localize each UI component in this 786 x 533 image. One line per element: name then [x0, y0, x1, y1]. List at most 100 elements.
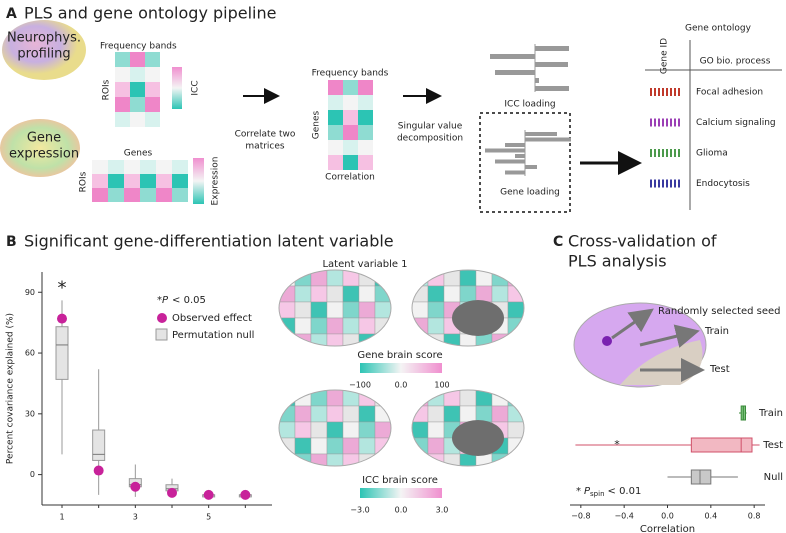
null-box — [92, 429, 106, 461]
brain-patch — [374, 301, 391, 319]
label: expression — [9, 147, 79, 162]
label: Frequency bands — [312, 69, 389, 79]
brain-patch — [412, 301, 429, 319]
label: Test — [709, 364, 730, 375]
note-part: * — [576, 486, 581, 497]
brain-patch — [412, 333, 429, 346]
brain-patch — [310, 333, 328, 346]
x-tick-label: −0.8 — [571, 512, 590, 521]
label: ICC brain score — [362, 475, 438, 486]
matrix-cell — [92, 188, 108, 202]
brain-patch — [342, 333, 360, 346]
label: Gene loading — [500, 188, 560, 198]
label: 0.0 — [395, 506, 408, 515]
label: Randomly selected seed — [658, 306, 781, 317]
brain-patch — [475, 453, 493, 466]
brain-patch — [507, 301, 524, 319]
brain-patch — [358, 301, 376, 319]
matrix-cell — [358, 140, 373, 155]
label: Gene ID — [660, 38, 670, 74]
loading-bar — [535, 62, 568, 67]
brain-map — [411, 269, 525, 347]
brain-patch — [507, 421, 524, 439]
matrix-cell — [328, 80, 343, 95]
label: 0.0 — [395, 381, 408, 390]
matrix-cell — [115, 82, 130, 97]
label: Genes — [124, 149, 153, 159]
brain-patch — [279, 333, 296, 346]
brain-patch — [279, 301, 296, 319]
brain-map — [411, 389, 525, 467]
content: A PLS and gene ontology pipeline Neurophys… — [0, 4, 783, 533]
matrix-cell — [343, 125, 358, 140]
matrix-cell — [145, 52, 160, 67]
label: Percent covariance explained (%) — [6, 313, 16, 464]
brain-patch — [475, 405, 493, 423]
brain-patch — [326, 453, 344, 466]
brain-patch — [342, 405, 360, 423]
label: Gene ontology — [685, 24, 752, 34]
seed — [602, 336, 612, 346]
brain-patch — [358, 390, 376, 407]
colorbar — [172, 67, 182, 109]
brain-patch — [294, 390, 312, 407]
matrix-cell — [172, 174, 188, 188]
matrix-cell — [130, 97, 145, 112]
brain-patch — [427, 390, 445, 407]
label: 5 — [206, 513, 211, 522]
matrix-cell — [343, 95, 358, 110]
matrix-cell — [115, 112, 130, 127]
colorbar — [360, 363, 442, 373]
brain-patch — [358, 285, 376, 303]
brain-patch — [491, 270, 509, 287]
matrix-cell — [92, 174, 108, 188]
y-tick-label: 90 — [25, 288, 35, 297]
brain-patch — [342, 421, 360, 439]
box — [690, 437, 753, 453]
label: * — [614, 438, 620, 451]
label: Null — [764, 472, 783, 483]
label: ROIs — [102, 79, 112, 100]
note: * Pspin < 0.01 — [576, 486, 641, 498]
brain-patch — [412, 421, 429, 439]
brain-patch — [443, 285, 461, 303]
label: Focal adhesion — [696, 88, 763, 98]
label: ICC loading — [504, 100, 555, 110]
brain-patch — [358, 421, 376, 439]
brain-patch — [475, 333, 493, 346]
loading-bar — [505, 143, 525, 147]
label: Test — [762, 440, 783, 451]
brain-patch — [459, 270, 477, 287]
matrix-cell — [358, 110, 373, 125]
matrix-cell — [156, 160, 172, 174]
matrix-cell — [108, 160, 124, 174]
loading-bar — [525, 165, 537, 169]
brain-patch — [310, 405, 328, 423]
label: profiling — [17, 47, 70, 62]
matrix-cell — [92, 160, 108, 174]
label: −3.0 — [350, 506, 369, 515]
brain-patch — [491, 405, 509, 423]
brain-patch — [427, 437, 445, 455]
note-part: spin — [590, 490, 604, 498]
medial-wall — [452, 300, 504, 336]
brain-patch — [326, 405, 344, 423]
colorbar — [193, 158, 204, 204]
matrix-cell — [328, 125, 343, 140]
legend-note: *P < 0.05 — [157, 295, 206, 306]
x-tick-label: −0.4 — [614, 512, 633, 521]
patches — [412, 390, 524, 466]
observed-dot — [240, 489, 251, 500]
observed-dot — [57, 313, 67, 324]
matrix-cell — [130, 67, 145, 82]
brain-patch — [294, 301, 312, 319]
label: −100 — [349, 381, 371, 390]
label: C — [553, 234, 563, 250]
x-tick-label: 0.8 — [748, 512, 761, 521]
brain-patch — [326, 421, 344, 439]
matrix-cell — [130, 112, 145, 127]
matrix-cell — [115, 67, 130, 82]
brain-patch — [459, 453, 477, 466]
label: Train — [758, 408, 783, 419]
loading-bar — [495, 159, 525, 164]
